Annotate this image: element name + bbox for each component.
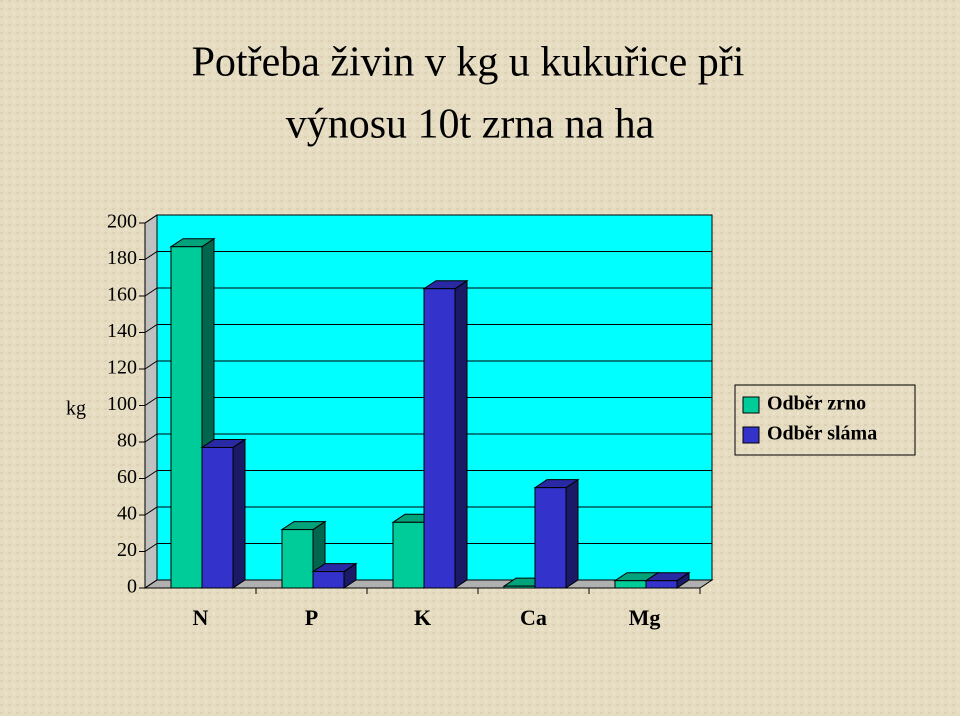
bar — [645, 580, 678, 589]
y-tick-label: 40 — [117, 503, 137, 525]
chart-title: výnosu 10t zrna na ha — [286, 102, 655, 148]
bar — [170, 246, 203, 589]
legend-label: Odběr sláma — [767, 423, 877, 445]
x-tick-label: K — [414, 605, 431, 630]
legend-label: Odběr zrno — [767, 393, 866, 415]
legend-swatch — [742, 396, 760, 414]
grid-line — [144, 470, 158, 479]
bar — [503, 585, 536, 589]
x-tick-label: P — [305, 605, 318, 630]
bar-side — [232, 438, 246, 589]
grid-line — [144, 506, 158, 516]
y-tick-label: 180 — [107, 247, 137, 269]
legend-box — [734, 384, 916, 456]
y-tick-label: 160 — [107, 284, 137, 306]
y-tick-label: 20 — [117, 539, 137, 561]
bar-side — [565, 478, 579, 589]
bar — [312, 571, 345, 589]
grid-line — [144, 397, 158, 406]
bar — [423, 288, 456, 589]
x-tick-label: Ca — [520, 605, 547, 630]
y-tick-label: 140 — [107, 320, 137, 342]
y-tick-label: 0 — [127, 576, 137, 598]
grid-line — [144, 543, 158, 552]
y-tick-label: 100 — [107, 393, 137, 415]
x-tick-label: N — [193, 605, 209, 630]
grid-line — [144, 214, 158, 224]
grid-line — [144, 433, 158, 443]
bar — [201, 446, 234, 589]
bar — [614, 580, 647, 589]
grid-line — [144, 287, 158, 297]
grid-line — [144, 579, 158, 589]
y-tick-label: 120 — [107, 357, 137, 379]
grid-line — [144, 324, 158, 333]
bar — [281, 529, 314, 589]
x-tick-label: Mg — [629, 605, 661, 630]
legend-swatch — [742, 426, 760, 444]
y-tick-label: 200 — [107, 211, 137, 233]
y-axis-label: kg — [66, 398, 86, 420]
bar-side — [454, 279, 468, 589]
chart-title: Potřeba živin v kg u kukuřice při — [192, 40, 745, 86]
grid-line — [144, 251, 158, 260]
y-tick-label: 60 — [117, 466, 137, 488]
grid-line — [144, 360, 158, 370]
bar — [534, 487, 567, 589]
y-tick-label: 80 — [117, 430, 137, 452]
bar — [392, 521, 425, 589]
